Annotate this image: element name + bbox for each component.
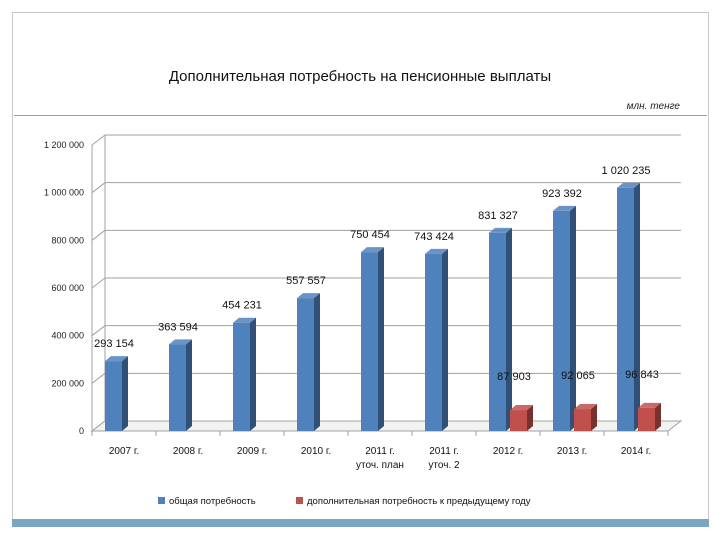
x-tick-label: 2012 г. [493, 446, 523, 457]
y-tick-label: 200 000 [51, 378, 84, 388]
title-divider [14, 115, 707, 116]
x-tick-label: 2011 г. [429, 446, 459, 457]
data-label-additional: 96 843 [625, 369, 659, 381]
data-label-total: 743 424 [414, 231, 454, 243]
bar-additional-top [574, 404, 597, 410]
gridline-side [91, 325, 106, 337]
bar-total [617, 187, 634, 431]
bar-total-top [553, 205, 576, 211]
data-label-total: 293 154 [94, 338, 134, 350]
bar-total-side [186, 339, 192, 431]
bar-total-top [489, 227, 512, 233]
bar-additional-top [510, 405, 533, 411]
bar-total-top [105, 356, 128, 362]
bar-total [169, 344, 186, 431]
bar-total-top [617, 182, 640, 188]
slide-bottom-strip [12, 519, 709, 527]
y-tick-label: 1 000 000 [44, 188, 84, 198]
unit-label: млн. тенге [626, 101, 680, 112]
chart-title: Дополнительная потребность на пенсионные… [168, 68, 552, 85]
data-label-additional: 87 903 [497, 371, 531, 383]
slide-frame [12, 12, 709, 525]
bar-additional-side [527, 405, 533, 431]
bar-total-side [570, 205, 576, 431]
bar-total [105, 361, 122, 431]
x-tick-label: 2011 г. [365, 446, 395, 457]
bar-total-side [506, 227, 512, 431]
x-tick-label: 2009 г. [237, 446, 267, 457]
legend-label: дополнительная потребность к предыдущему… [307, 496, 531, 507]
gridline-side [91, 134, 106, 146]
legend-swatch [296, 497, 303, 504]
bar-total-top [425, 248, 448, 254]
bar-total-side [442, 248, 448, 431]
bar-total-side [378, 247, 384, 431]
gridline-side [91, 372, 106, 384]
x-tick-label: уточ. 2 [428, 460, 460, 471]
data-label-additional: 92 065 [561, 370, 595, 382]
x-tick-label: 2014 г. [621, 446, 651, 457]
bar-total-side [250, 317, 256, 431]
gridline-side [91, 277, 106, 289]
data-label-total: 750 454 [350, 229, 390, 241]
bar-additional [510, 410, 527, 431]
bar-total-top [361, 247, 384, 253]
gridline-side [91, 182, 106, 194]
bar-total-side [122, 356, 128, 431]
bar-total-top [297, 293, 320, 299]
data-label-total: 454 231 [222, 300, 262, 312]
data-label-total: 557 557 [286, 275, 326, 287]
data-label-total: 923 392 [542, 188, 582, 200]
x-tick-label: 2008 г. [173, 446, 203, 457]
bar-total-top [233, 317, 256, 323]
legend-label: общая потребность [169, 496, 256, 507]
x-tick-label: 2010 г. [301, 446, 331, 457]
data-label-total: 363 594 [158, 321, 198, 333]
x-tick-label: 2013 г. [557, 446, 587, 457]
bar-total [425, 253, 442, 431]
bar-total [297, 298, 314, 431]
bar-total-side [634, 182, 640, 431]
x-tick-label: 2007 г. [109, 446, 139, 457]
bar-additional-top [638, 402, 661, 408]
bar-total [553, 210, 570, 431]
data-label-total: 1 020 235 [602, 165, 651, 177]
y-tick-label: 0 [79, 426, 84, 436]
bar-additional [638, 407, 655, 431]
bar-total [361, 252, 378, 431]
bar-additional [574, 409, 591, 431]
bar-total-side [314, 293, 320, 431]
bar-additional-side [591, 404, 597, 431]
legend-swatch [158, 497, 165, 504]
y-tick-label: 1 200 000 [44, 140, 84, 150]
data-label-total: 831 327 [478, 210, 518, 222]
x-tick-label: уточ. план [356, 460, 404, 471]
bar-total-top [169, 339, 192, 345]
y-tick-label: 400 000 [51, 331, 84, 341]
bar-additional-side [655, 402, 661, 431]
y-tick-label: 600 000 [51, 283, 84, 293]
gridline-side [91, 229, 106, 241]
bar-total [489, 232, 506, 431]
y-tick-label: 800 000 [51, 235, 84, 245]
bar-total [233, 322, 250, 431]
